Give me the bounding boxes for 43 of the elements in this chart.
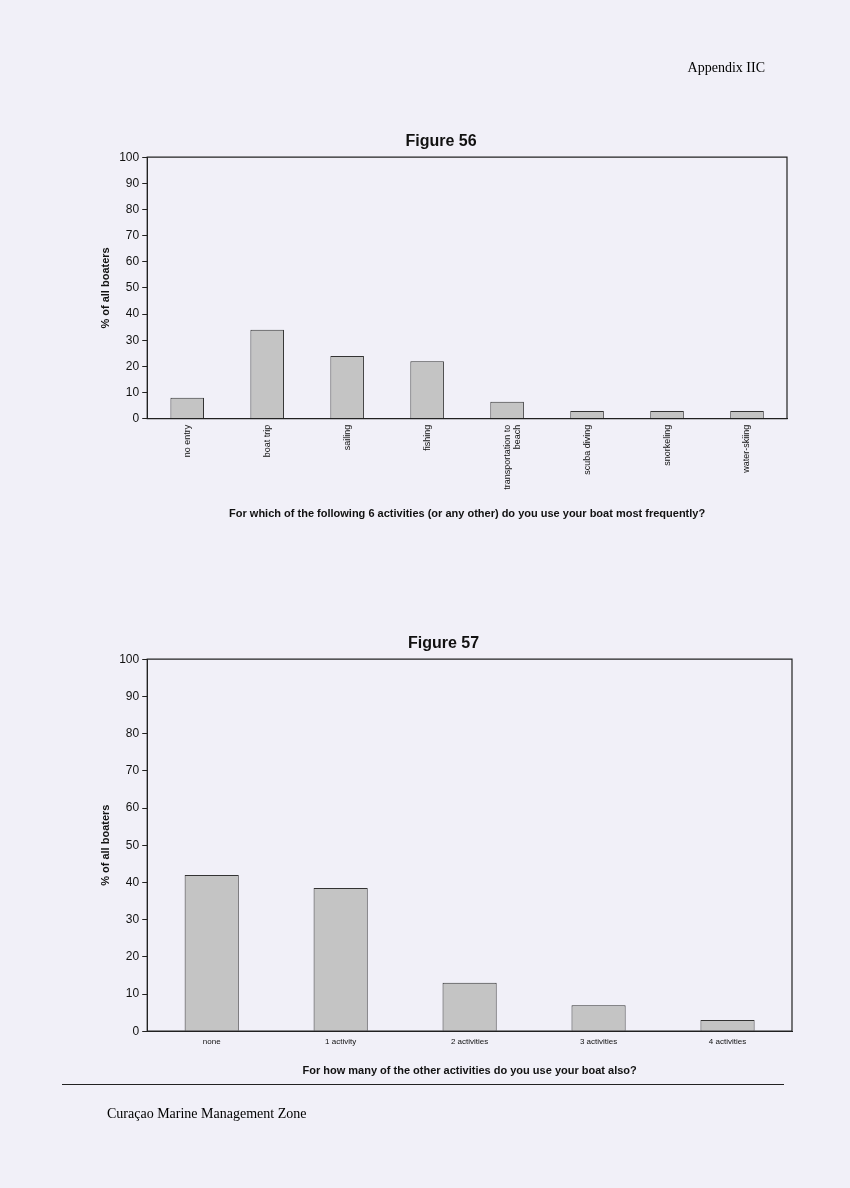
text: Curaçao Marine Management Zone (107, 1106, 307, 1122)
x-axis-title: For how many of the other activities do you use your boat also? (302, 1064, 638, 1077)
y-tick-label: 10 (125, 384, 140, 399)
y-tick-label: 40 (125, 874, 140, 889)
x-tick-label: snorkeling (661, 424, 672, 466)
y-tick-label: 30 (125, 911, 140, 926)
x-tick-label: transportation to beach (501, 424, 523, 490)
y-tick-label: 10 (125, 986, 140, 1001)
y-tick-label: 0 (132, 411, 140, 426)
y-axis-title: % of all boaters (98, 804, 111, 886)
y-tick-label: 80 (125, 725, 140, 740)
chart-title: Figure 57 (407, 634, 480, 652)
x-tick-label: sailing (341, 424, 352, 451)
y-axis-title: % of all boaters (98, 247, 111, 329)
y-tick-label: 90 (125, 175, 140, 190)
x-tick-label: 4 activities (708, 1037, 747, 1047)
x-tick-label: none (202, 1037, 222, 1047)
y-tick-label: 20 (125, 949, 140, 964)
y-tick-label: 0 (132, 1023, 140, 1038)
y-tick-label: 60 (125, 800, 140, 815)
x-tick-label: 2 activities (450, 1037, 489, 1047)
x-tick-label: 1 activity (325, 1037, 357, 1047)
y-tick-label: 20 (125, 358, 140, 373)
y-tick-label: 90 (125, 688, 140, 703)
x-tick-label: no entry (181, 424, 192, 458)
y-tick-label: 80 (125, 201, 140, 216)
x-axis-title: For which of the following 6 activities (or any other) do you use your boat most frequently? (229, 507, 706, 520)
x-tick-label: 3 activities (579, 1037, 618, 1047)
text: Appendix IIC (687, 60, 765, 76)
x-tick-label: water-skiing (741, 424, 752, 474)
y-tick-label: 100 (119, 651, 140, 666)
x-tick-label: fishing (421, 424, 432, 451)
y-tick-label: 40 (125, 306, 140, 321)
y-tick-label: 70 (125, 763, 140, 778)
y-tick-label: 30 (125, 332, 140, 347)
y-tick-label: 50 (125, 837, 140, 852)
y-tick-label: 50 (125, 280, 140, 295)
y-tick-label: 100 (119, 149, 140, 164)
y-tick-label: 60 (125, 254, 140, 269)
x-tick-label: scuba diving (581, 424, 592, 475)
y-tick-label: 70 (125, 227, 140, 242)
x-tick-label: boat trip (261, 424, 272, 458)
chart-title: Figure 56 (405, 132, 477, 150)
